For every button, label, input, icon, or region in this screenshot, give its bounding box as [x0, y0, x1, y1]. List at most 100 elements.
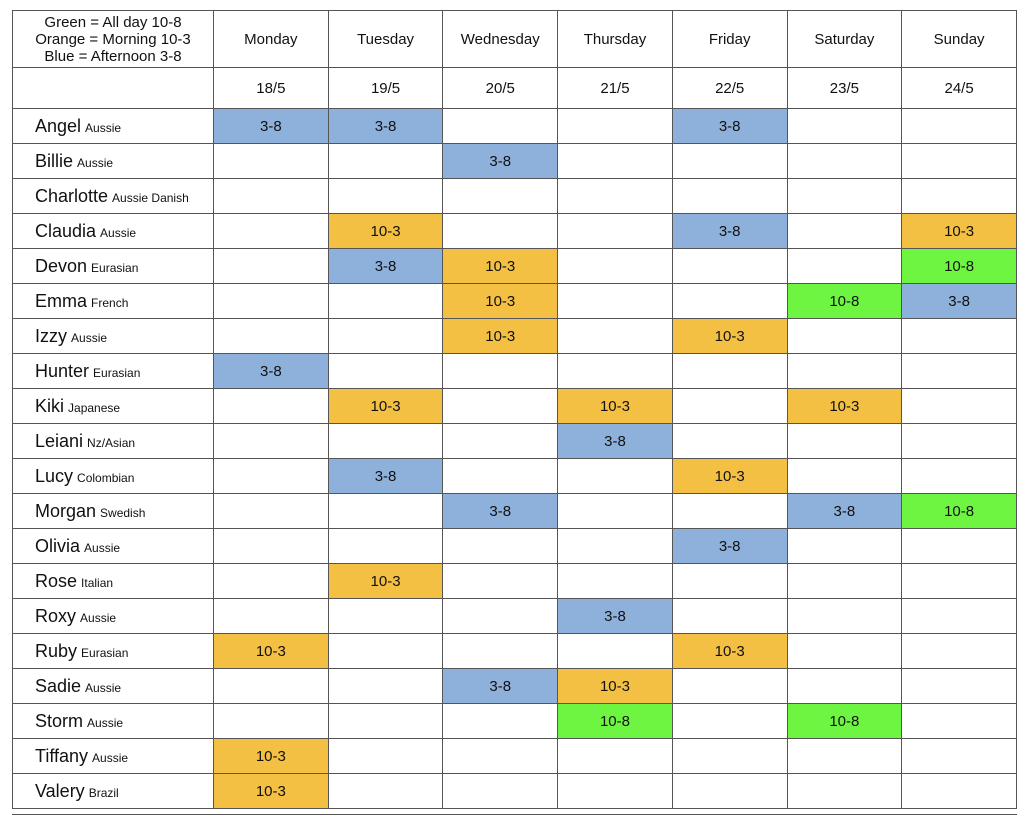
staff-name: Izzy [35, 325, 68, 346]
empty-cell [901, 703, 1017, 739]
empty-cell [327, 528, 444, 564]
day-header: Monday [213, 10, 329, 68]
empty-cell [557, 458, 673, 494]
empty-cell [901, 423, 1017, 459]
staff-cell: Kiki Japanese [12, 388, 214, 424]
staff-name: Billie [35, 150, 74, 171]
staff-cell: Leiani Nz/Asian [12, 423, 214, 459]
empty-cell [901, 528, 1017, 564]
staff-cell: Olivia Aussie [12, 528, 214, 564]
staff-cell: Claudia Aussie [12, 213, 214, 249]
empty-cell [327, 598, 444, 634]
staff-row: Charlotte Aussie Danish [12, 178, 1017, 214]
staff-row: Ruby Eurasian 10-3 10-3 [12, 633, 1017, 669]
shift-cell: 10-3 [671, 458, 788, 494]
shift-cell: 3-8 [557, 598, 673, 634]
staff-cell: Devon Eurasian [12, 248, 214, 284]
date-header: 18/5 [213, 67, 329, 109]
staff-name: Leiani [35, 430, 84, 451]
roster-table: Green = All day 10-8 Orange = Morning 10-… [12, 10, 1017, 809]
empty-cell [786, 528, 903, 564]
empty-cell [901, 388, 1017, 424]
empty-cell [557, 773, 673, 809]
roster-body: Green = All day 10-8 Orange = Morning 10-… [12, 10, 1017, 809]
empty-cell [671, 423, 788, 459]
shift-cell: 10-3 [557, 388, 673, 424]
staff-cell: Rose Italian [12, 563, 214, 599]
staff-name: Tiffany [35, 745, 89, 766]
shift-cell: 3-8 [213, 108, 329, 144]
empty-cell [901, 738, 1017, 774]
staff-row: Claudia Aussie 10-3 3-8 10-3 [12, 213, 1017, 249]
shift-cell: 10-3 [327, 563, 444, 599]
empty-cell [327, 633, 444, 669]
shift-cell: 3-8 [442, 493, 559, 529]
staff-cell: Ruby Eurasian [12, 633, 214, 669]
staff-name: Storm [35, 710, 84, 731]
staff-cell: Izzy Aussie [12, 318, 214, 354]
empty-cell [213, 248, 329, 284]
staff-cell: Billie Aussie [12, 143, 214, 179]
empty-cell [327, 668, 444, 704]
empty-cell [786, 423, 903, 459]
shift-cell: 3-8 [671, 213, 788, 249]
empty-cell [213, 668, 329, 704]
empty-cell [213, 563, 329, 599]
empty-cell [671, 143, 788, 179]
empty-cell [671, 563, 788, 599]
staff-name: Rose [35, 570, 78, 591]
empty-cell [671, 668, 788, 704]
empty-cell [442, 528, 559, 564]
staff-row: Emma French 10-3 10-8 3-8 [12, 283, 1017, 319]
staff-name: Emma [35, 290, 88, 311]
staff-name: Claudia [35, 220, 97, 241]
empty-cell [901, 108, 1017, 144]
empty-cell [671, 598, 788, 634]
staff-cell: Sadie Aussie [12, 668, 214, 704]
empty-cell [557, 738, 673, 774]
empty-cell [557, 178, 673, 214]
staff-name: Sadie [35, 675, 82, 696]
shift-cell: 10-3 [442, 318, 559, 354]
empty-cell [557, 248, 673, 284]
date-row: 18/5 19/5 20/5 21/5 22/5 23/5 24/5 [12, 67, 1017, 109]
empty-cell [901, 178, 1017, 214]
staff-row: Rose Italian 10-3 [12, 563, 1017, 599]
empty-cell [327, 493, 444, 529]
empty-cell [442, 703, 559, 739]
empty-cell [671, 388, 788, 424]
empty-cell [213, 423, 329, 459]
staff-cell: Valery Brazil [12, 773, 214, 809]
date-header: 23/5 [786, 67, 903, 109]
day-header: Tuesday [327, 10, 444, 68]
shift-cell: 10-3 [442, 248, 559, 284]
staff-row: Storm Aussie 10-8 10-8 [12, 703, 1017, 739]
legend-line: Green = All day 10-8 [44, 13, 182, 31]
staff-row: Izzy Aussie 10-3 10-3 [12, 318, 1017, 354]
shift-cell: 10-3 [327, 213, 444, 249]
staff-name: Angel [35, 115, 82, 136]
shift-cell: 10-3 [213, 773, 329, 809]
day-header: Wednesday [442, 10, 559, 68]
day-header: Friday [671, 10, 788, 68]
staff-name: Hunter [35, 360, 90, 381]
empty-cell [786, 353, 903, 389]
empty-cell [442, 773, 559, 809]
shift-cell: 10-3 [213, 633, 329, 669]
empty-cell [786, 248, 903, 284]
shift-cell: 3-8 [557, 423, 673, 459]
staff-name: Morgan [35, 500, 97, 521]
empty-cell [786, 563, 903, 599]
staff-name: Olivia [35, 535, 81, 556]
empty-cell [213, 283, 329, 319]
staff-row: Morgan Swedish 3-8 3-8 10-8 [12, 493, 1017, 529]
staff-origin: Eurasian [91, 260, 139, 275]
day-header: Saturday [786, 10, 903, 68]
shift-cell: 3-8 [213, 353, 329, 389]
empty-cell [786, 668, 903, 704]
staff-name: Kiki [35, 395, 65, 416]
empty-cell [327, 143, 444, 179]
legend-line: Orange = Morning 10-3 [35, 30, 191, 48]
staff-origin: Aussie [80, 610, 117, 625]
